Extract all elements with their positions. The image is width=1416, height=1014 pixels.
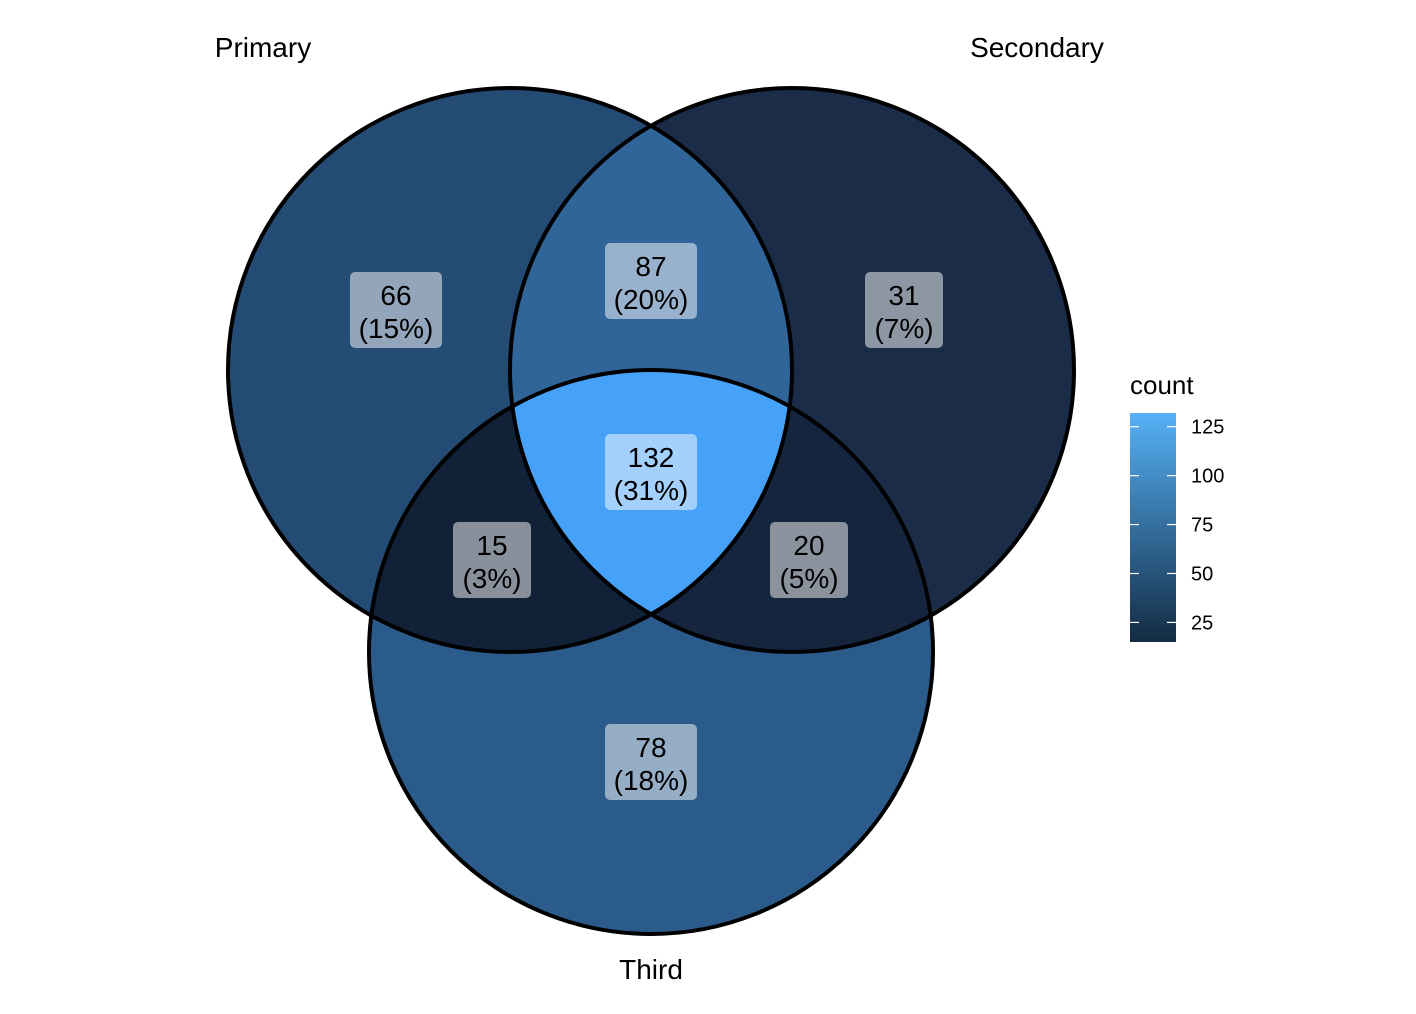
third-circle-outline — [367, 368, 935, 936]
legend-title: count — [1130, 370, 1194, 400]
region-label: 31(7%) — [865, 272, 943, 348]
region-label-box — [865, 272, 943, 348]
region-count: 66 — [380, 280, 411, 311]
region-percent: (5%) — [779, 563, 838, 594]
region-label-box — [350, 272, 442, 348]
region-count: 15 — [476, 530, 507, 561]
region-label-box — [453, 522, 531, 598]
region-count: 31 — [888, 280, 919, 311]
region-fills — [228, 88, 1074, 934]
region-label: 78(18%) — [605, 724, 697, 800]
region-label-box — [605, 724, 697, 800]
region-count: 78 — [635, 732, 666, 763]
set-label-primary: Primary — [215, 32, 311, 63]
region-percent: (3%) — [462, 563, 521, 594]
region-label-box — [605, 434, 697, 510]
legend-tick-label: 125 — [1191, 417, 1224, 439]
region-percent: (31%) — [614, 475, 689, 506]
legend-ticks: 25 50 75 100 125 — [1130, 417, 1224, 634]
region-percent: (18%) — [614, 765, 689, 796]
legend-tick-label: 100 — [1191, 466, 1224, 488]
legend-tick-label: 50 — [1191, 563, 1213, 585]
set-label-secondary: Secondary — [970, 32, 1104, 63]
region-label: 132(31%) — [605, 434, 697, 510]
set-label-third: Third — [619, 954, 683, 985]
region-percent: (15%) — [359, 313, 434, 344]
legend-tick-label: 25 — [1191, 612, 1213, 634]
secondary-circle-outline — [508, 86, 1076, 654]
legend-colorbar — [1130, 413, 1176, 642]
region-count: 87 — [635, 251, 666, 282]
region-label: 87(20%) — [605, 243, 697, 319]
region-label-box — [605, 243, 697, 319]
region-labels: 66(15%) 31(7%) 78(18%) 87(20%) 15(3%) 20(5%) 1… — [350, 243, 943, 800]
region-label: 15(3%) — [453, 522, 531, 598]
region-count: 132 — [628, 442, 675, 473]
legend: count 25 50 75 100 125 — [1130, 370, 1224, 642]
region-percent: (7%) — [874, 313, 933, 344]
set-outlines — [226, 86, 1076, 936]
region-label: 66(15%) — [350, 272, 442, 348]
region-percent: (20%) — [614, 284, 689, 315]
region-all-three — [510, 370, 792, 652]
region-count: 20 — [793, 530, 824, 561]
primary-circle-outline — [226, 86, 794, 654]
legend-tick-label: 75 — [1191, 515, 1213, 537]
region-label-box — [770, 522, 848, 598]
region-label: 20(5%) — [770, 522, 848, 598]
